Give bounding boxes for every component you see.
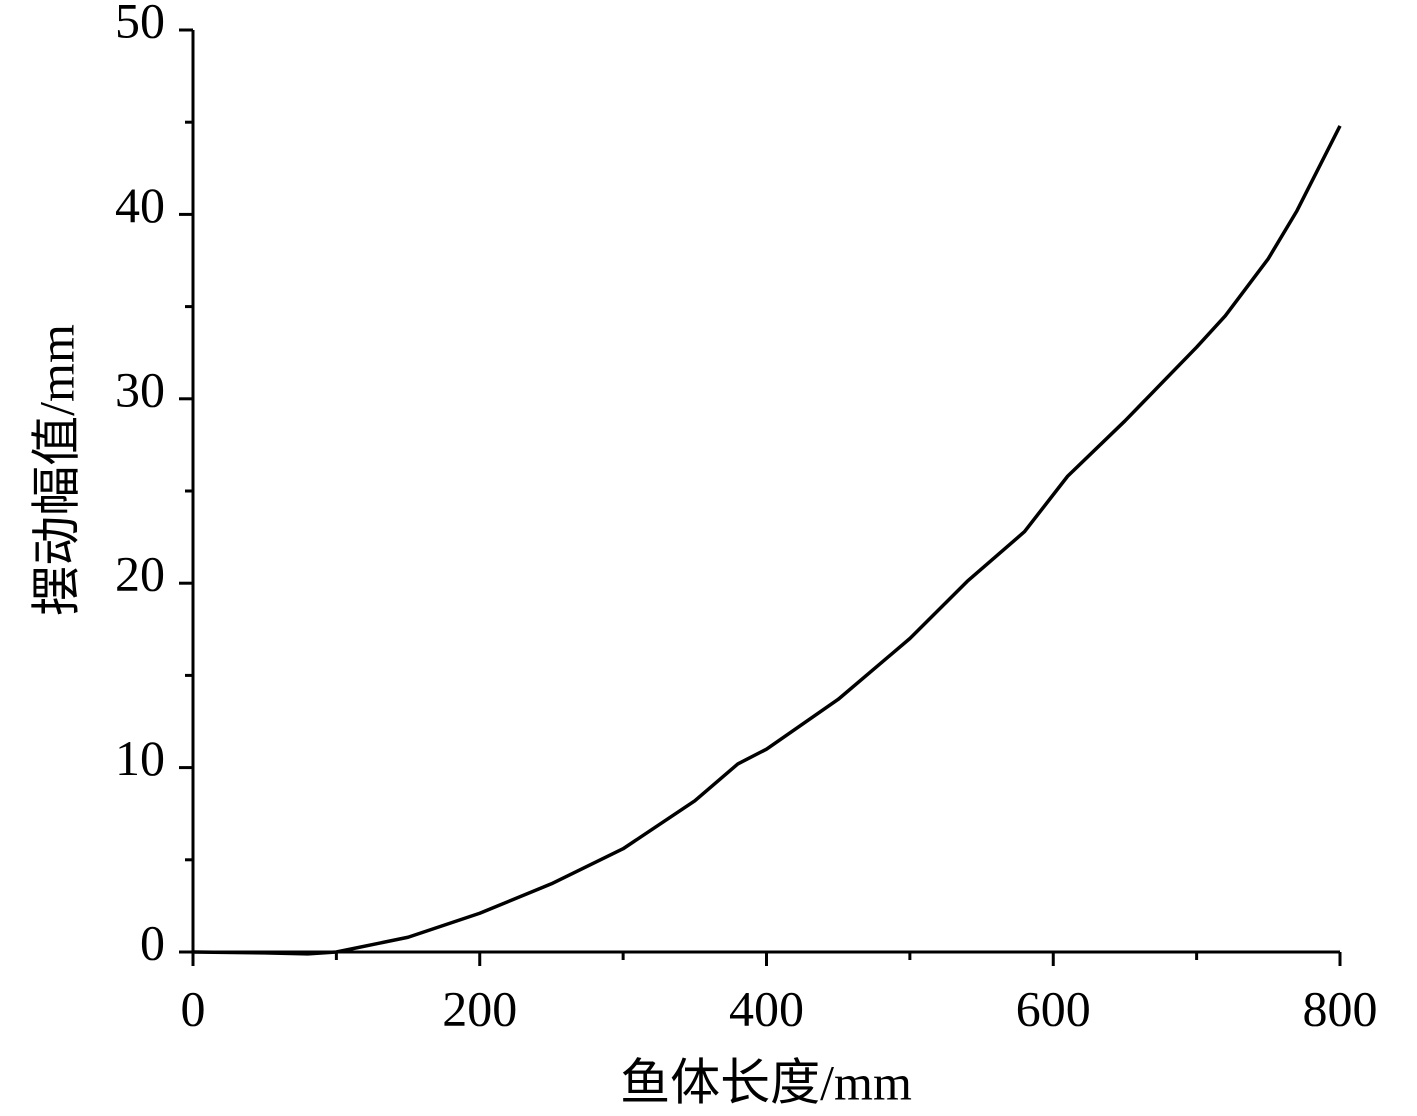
x-tick-label: 200 [442,980,517,1036]
y-tick-label: 50 [115,0,165,48]
y-tick-label: 10 [115,730,165,786]
x-axis-title: 鱼体长度/mm [620,1054,912,1110]
x-tick-label: 600 [1016,980,1091,1036]
line-series [192,125,1342,956]
x-tick-label: 400 [729,980,804,1036]
x-tick-label: 800 [1303,980,1378,1036]
y-tick-label: 20 [115,546,165,602]
y-axis-title: 摆动幅值/mm [28,324,84,616]
x-tick-label: 0 [181,980,206,1036]
y-tick-label: 0 [140,914,165,970]
y-tick-label: 30 [115,361,165,417]
y-tick-label: 40 [115,177,165,233]
